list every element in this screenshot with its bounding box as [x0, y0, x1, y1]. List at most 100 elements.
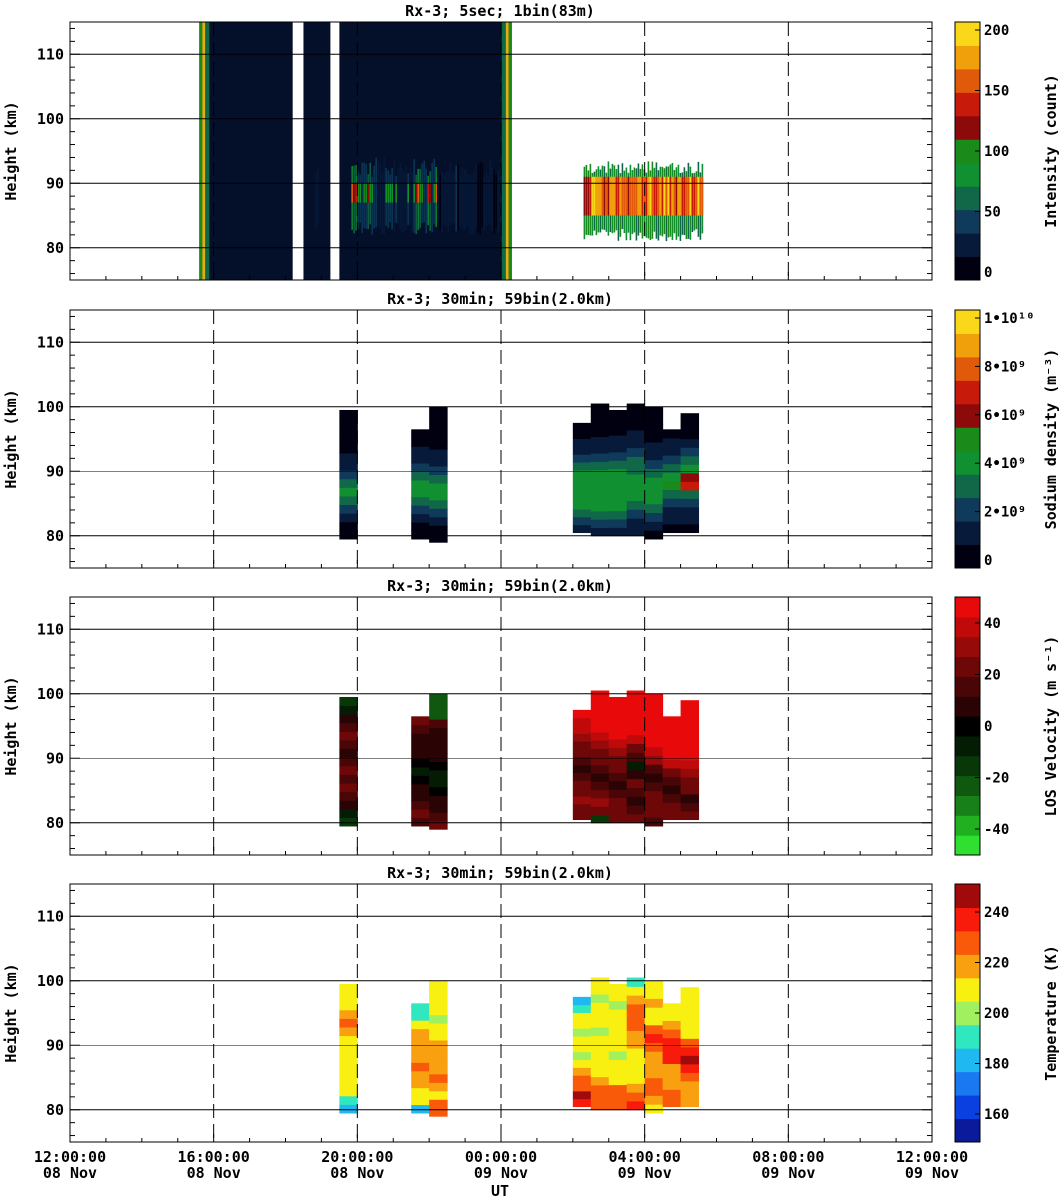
data-cell: [590, 1035, 610, 1045]
intensity-stripe: [403, 172, 405, 232]
colorbar-swatch: [955, 1001, 980, 1026]
colorbar-swatch: [955, 1118, 980, 1143]
colorbar-swatch: [955, 616, 980, 638]
data-cell: [590, 1018, 610, 1028]
data-cell: [572, 493, 592, 502]
data-cell: [644, 790, 664, 801]
data-cell: [339, 1052, 358, 1062]
data-cell: [608, 992, 628, 1002]
y-tick-label: 100: [37, 685, 64, 703]
data-cell: [608, 722, 628, 732]
x-tick-time: 08:00:00: [752, 1148, 824, 1166]
panel-title: Rx-3; 30min; 59bin(2.0km): [387, 864, 613, 882]
data-cell: [608, 527, 628, 537]
data-cell: [339, 435, 358, 445]
intensity-stripe: [453, 171, 455, 224]
data-cell: [411, 716, 430, 726]
data-cell: [572, 524, 592, 534]
data-cell: [626, 690, 646, 700]
data-cell: [339, 495, 358, 506]
colorbar-swatch: [955, 162, 980, 187]
data-cell: [644, 808, 664, 818]
data-cell: [411, 1087, 430, 1097]
data-cell: [644, 468, 664, 478]
data-cell: [608, 1042, 628, 1052]
data-cell: [644, 693, 664, 704]
colorbar-swatch: [955, 333, 980, 358]
data-cell: [429, 533, 448, 543]
colorbar-swatch: [955, 930, 980, 955]
data-cell: [608, 485, 628, 495]
colorbar-tick-label: 100: [984, 144, 1009, 160]
data-cell: [572, 709, 592, 719]
data-cell: [429, 482, 448, 492]
data-cell: [644, 1086, 664, 1096]
data-cell: [339, 1061, 358, 1071]
y-tick-label: 80: [46, 1101, 64, 1119]
data-cell: [608, 780, 628, 790]
data-cell: [608, 468, 628, 478]
x-tick-date: 08 Nov: [330, 1164, 384, 1182]
y-tick-label: 90: [46, 462, 64, 480]
data-cell: [429, 795, 448, 805]
colorbar: 240 220 200 180 160 Temperature (K): [954, 883, 1060, 1143]
data-cell: [644, 424, 664, 434]
data-cell: [680, 1055, 700, 1065]
intensity-peak: [631, 176, 634, 216]
data-cell: [572, 996, 592, 1006]
data-cell: [590, 502, 610, 512]
intensity-peak: [385, 183, 387, 203]
colorbar-swatch: [955, 835, 980, 856]
colorbar: 200 150 100 50 0 Intensity (count): [954, 21, 1060, 281]
intensity-peak: [647, 176, 650, 216]
data-cell: [626, 787, 646, 797]
data-cell: [608, 1051, 628, 1060]
data-cell: [680, 447, 700, 457]
colorbar-swatch: [955, 115, 980, 140]
data-cell: [429, 1031, 448, 1041]
intensity-peak: [643, 176, 646, 216]
data-cell: [429, 1082, 448, 1092]
data-cell: [644, 989, 664, 999]
data-cell: [590, 469, 610, 479]
data-cell: [608, 443, 628, 453]
intensity-peak: [421, 183, 423, 203]
colorbar-swatch: [955, 521, 980, 546]
intensity-stripe: [443, 174, 445, 225]
y-tick-label: 80: [46, 527, 64, 545]
intensity-stripe: [441, 171, 443, 233]
data-cell: [590, 781, 610, 791]
intensity-peak: [369, 183, 371, 203]
colorbar-swatch: [955, 427, 980, 452]
colorbar-swatch: [955, 676, 980, 697]
colorbar-tick-label: 200: [984, 1006, 1009, 1022]
intensity-peak: [621, 176, 624, 216]
data-cell: [590, 814, 610, 824]
intensity-peak: [583, 176, 586, 216]
data-cell: [662, 767, 682, 778]
colorbar-tick-label: 200: [984, 23, 1009, 39]
colorbar-tick-label: 4•10⁹: [984, 456, 1026, 472]
data-cell: [680, 708, 700, 718]
data-cell: [608, 435, 628, 445]
data-cell: [429, 753, 448, 762]
x-tick-time: 20:00:00: [321, 1148, 393, 1166]
data-cell: [626, 482, 646, 493]
data-cell: [644, 433, 664, 443]
data-cell: [644, 1033, 664, 1043]
data-cell: [572, 454, 592, 463]
intensity-peak: [419, 183, 421, 203]
colorbar-tick-label: 6•10⁹: [984, 408, 1026, 424]
data-cell: [626, 716, 646, 727]
data-cell: [608, 1025, 628, 1035]
intensity-stripe: [455, 165, 457, 232]
data-cell: [339, 748, 358, 758]
data-cell: [429, 769, 448, 779]
data-cell: [626, 474, 646, 484]
y-tick-label: 90: [46, 174, 64, 192]
data-cell: [626, 1092, 646, 1102]
data-cell: [680, 1012, 700, 1022]
data-cell: [339, 817, 358, 827]
data-cell: [411, 471, 430, 481]
data-cell: [644, 1016, 664, 1026]
